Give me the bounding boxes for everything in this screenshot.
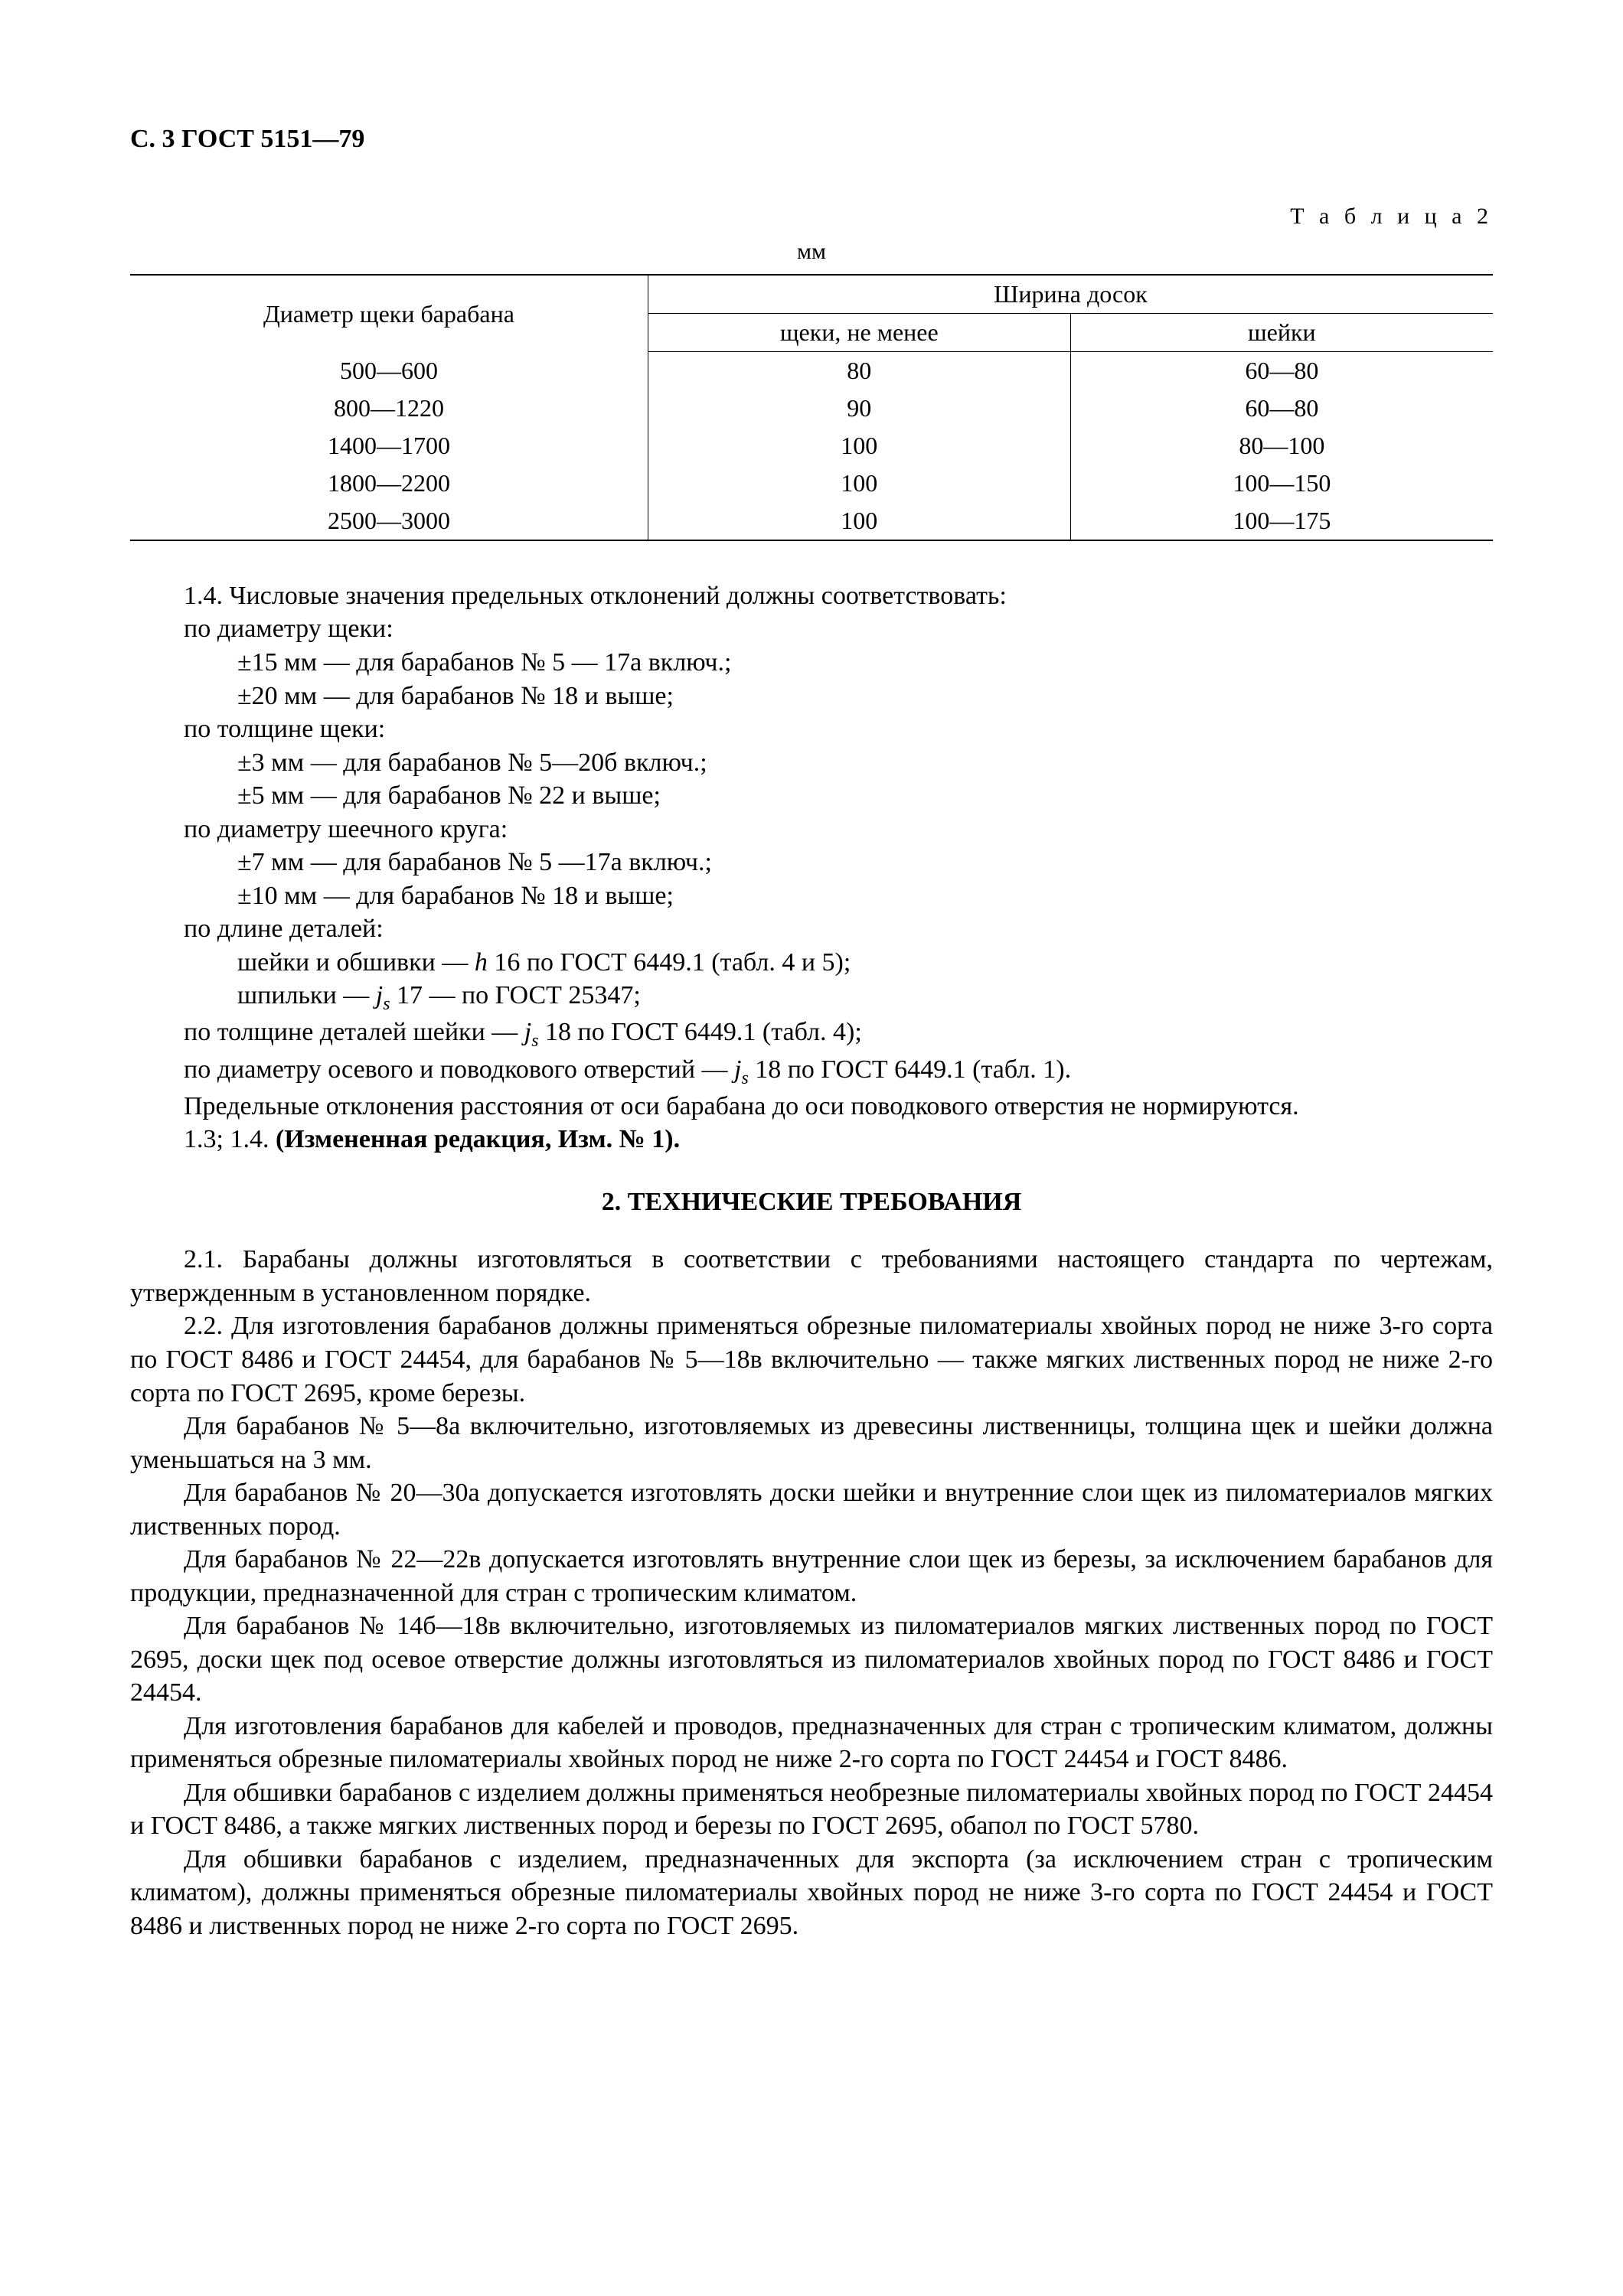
page-header: С. 3 ГОСТ 5151—79: [130, 122, 1493, 156]
section-heading: 2. ТЕХНИЧЕСКИЕ ТРЕБОВАНИЯ: [130, 1186, 1493, 1219]
text: 18 по ГОСТ 6449.1 (табл. 4);: [539, 1018, 862, 1046]
text: (Измененная редакция, Изм. № 1).: [276, 1125, 680, 1153]
para: по толщине щеки:: [130, 713, 1493, 746]
text: j: [524, 1018, 531, 1046]
text: шпильки —: [237, 981, 376, 1009]
para: Для барабанов № 20—30а допускается изгот…: [130, 1476, 1493, 1543]
text: j: [376, 981, 383, 1009]
table-unit: мм: [130, 237, 1493, 266]
para: Для барабанов № 5—8а включительно, изгот…: [130, 1410, 1493, 1476]
para: по толщине деталей шейки — js 18 по ГОСТ…: [130, 1016, 1493, 1052]
cell: 800—1220: [130, 390, 648, 427]
table-row: 2500—3000 100 100—175: [130, 502, 1493, 540]
th-sub2: шейки: [1070, 314, 1493, 352]
para: по диаметру щеки:: [130, 612, 1493, 646]
para: по диаметру шеечного круга:: [130, 813, 1493, 846]
para: по длине деталей:: [130, 912, 1493, 946]
cell: 100—150: [1070, 465, 1493, 502]
cell: 2500—3000: [130, 502, 648, 540]
text: по диаметру осевого и поводкового отверс…: [184, 1055, 734, 1084]
text: 1.3; 1.4.: [184, 1125, 276, 1153]
body-text: 1.4. Числовые значения предельных отклон…: [130, 579, 1493, 1942]
para: по диаметру осевого и поводкового отверс…: [130, 1053, 1493, 1090]
cell: 60—80: [1070, 390, 1493, 427]
table-row: 1400—1700 100 80—100: [130, 427, 1493, 465]
cell: 100: [648, 502, 1070, 540]
text: шейки и обшивки —: [237, 948, 475, 977]
text: s: [531, 1031, 538, 1051]
para: ±20 мм — для барабанов № 18 и выше;: [130, 680, 1493, 713]
cell: 1400—1700: [130, 427, 648, 465]
th-sub1: щеки, не менее: [648, 314, 1070, 352]
para: Для обшивки барабанов с изделием должны …: [130, 1776, 1493, 1843]
text: по толщине деталей шейки —: [184, 1018, 524, 1046]
para: шпильки — js 17 — по ГОСТ 25347;: [130, 979, 1493, 1016]
text: 18 по ГОСТ 6449.1 (табл. 1).: [749, 1055, 1071, 1084]
cell: 500—600: [130, 352, 648, 390]
para: Для изготовления барабанов для кабелей и…: [130, 1710, 1493, 1776]
text: 16 по ГОСТ 6449.1 (табл. 4 и 5);: [488, 948, 851, 977]
cell: 60—80: [1070, 352, 1493, 390]
th-diameter: Диаметр щеки барабана: [130, 275, 648, 351]
cell: 100: [648, 427, 1070, 465]
para: ±10 мм — для барабанов № 18 и выше;: [130, 879, 1493, 913]
cell: 100—175: [1070, 502, 1493, 540]
table-row: 800—1220 90 60—80: [130, 390, 1493, 427]
cell: 90: [648, 390, 1070, 427]
cell: 1800—2200: [130, 465, 648, 502]
cell: 80: [648, 352, 1070, 390]
para: ±15 мм — для барабанов № 5 — 17а включ.;: [130, 646, 1493, 680]
table-row: 500—600 80 60—80: [130, 352, 1493, 390]
th-group: Ширина досок: [648, 275, 1493, 313]
para: Для барабанов № 14б—18в включительно, из…: [130, 1609, 1493, 1710]
text: s: [741, 1068, 748, 1088]
para: Для барабанов № 22—22в допускается изгот…: [130, 1543, 1493, 1609]
text: 17 — по ГОСТ 25347;: [390, 981, 640, 1009]
para: Предельные отклонения расстояния от оси …: [130, 1090, 1493, 1124]
text: h: [475, 948, 488, 977]
para: Для обшивки барабанов с изделием, предна…: [130, 1843, 1493, 1943]
table-label: Т а б л и ц а 2: [130, 202, 1493, 231]
para: ±3 мм — для барабанов № 5—20б включ.;: [130, 746, 1493, 780]
para: ±7 мм — для барабанов № 5 —17а включ.;: [130, 846, 1493, 879]
table-row: 1800—2200 100 100—150: [130, 465, 1493, 502]
table-2: Диаметр щеки барабана Ширина досок щеки,…: [130, 274, 1493, 541]
para: 2.2. Для изготовления барабанов должны п…: [130, 1309, 1493, 1410]
para: 1.3; 1.4. (Измененная редакция, Изм. № 1…: [130, 1123, 1493, 1156]
cell: 100: [648, 465, 1070, 502]
para: шейки и обшивки — h 16 по ГОСТ 6449.1 (т…: [130, 946, 1493, 980]
para: ±5 мм — для барабанов № 22 и выше;: [130, 779, 1493, 813]
para: 2.1. Барабаны должны изготовляться в соо…: [130, 1243, 1493, 1309]
cell: 80—100: [1070, 427, 1493, 465]
para: 1.4. Числовые значения предельных отклон…: [130, 579, 1493, 613]
document-page: { "header": "С. 3 ГОСТ 5151—79", "table2…: [0, 0, 1623, 2296]
